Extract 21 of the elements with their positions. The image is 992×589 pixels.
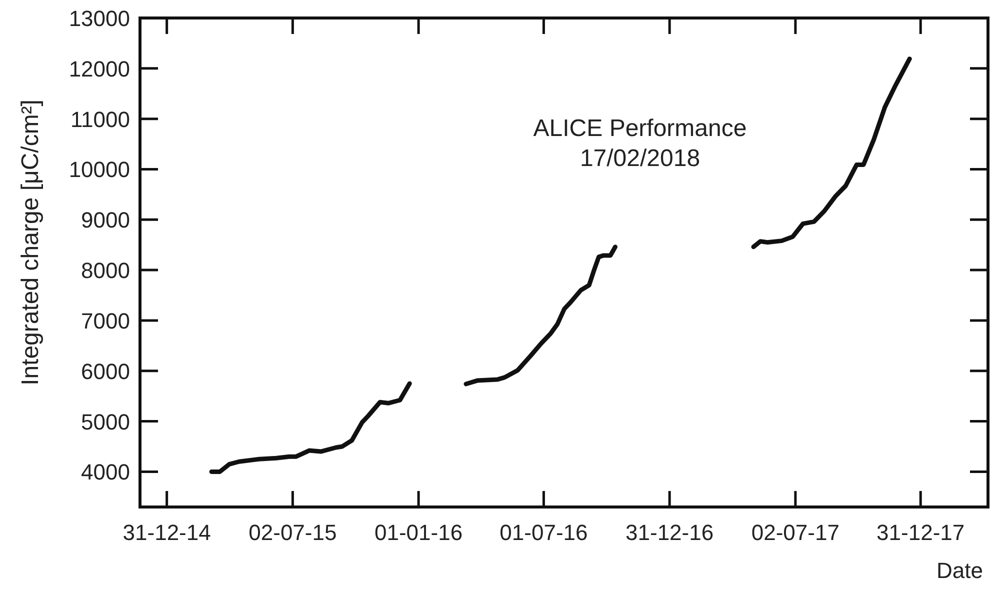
y-axis-title: Integrated charge [μC/cm²]	[17, 100, 44, 386]
x-axis-title: Date	[936, 558, 983, 583]
y-tick-label: 13000	[68, 6, 130, 31]
y-tick-label: 7000	[81, 308, 130, 334]
x-tick-label: 31-12-17	[876, 520, 965, 545]
x-tick-label: 31-12-14	[122, 520, 211, 545]
y-tick-label: 9000	[81, 208, 130, 233]
y-tick-label: 6000	[81, 358, 130, 384]
annotation: 17/02/2018	[580, 145, 700, 172]
x-tick-label: 02-07-15	[248, 520, 337, 545]
y-tick-label: 10000	[68, 157, 130, 182]
y-tick-label: 8000	[81, 258, 130, 284]
x-tick-label: 01-01-16	[374, 520, 463, 545]
y-tick-label: 4000	[81, 460, 130, 485]
x-tick-label: 01-07-16	[500, 520, 588, 545]
x-tick-label: 02-07-17	[751, 520, 840, 545]
y-tick-label: 11000	[70, 106, 130, 132]
x-tick-label: 31-12-16	[626, 520, 714, 545]
annotation: ALICE Performance	[533, 115, 747, 142]
y-tick-label: 5000	[81, 409, 130, 434]
y-tick-label: 12000	[68, 56, 130, 82]
